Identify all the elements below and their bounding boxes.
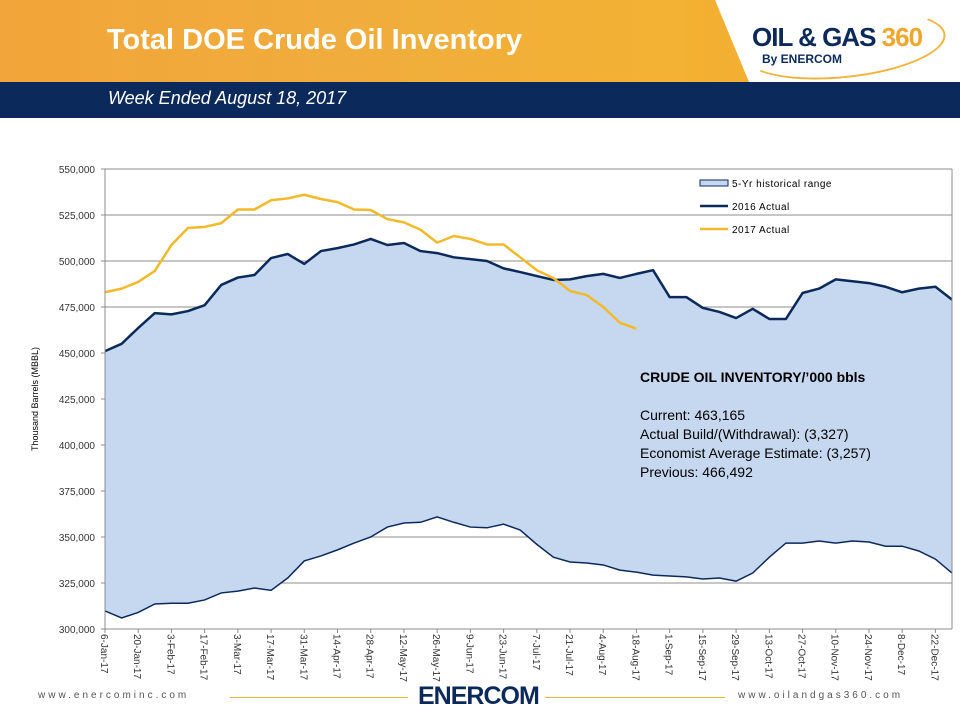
y-tick-label: 450,000: [59, 349, 96, 360]
y-tick-label: 300,000: [59, 625, 96, 636]
x-tick-label: 21-Jul-17: [563, 634, 574, 676]
x-tick-label: 26-May-17: [430, 634, 441, 682]
info-current: Current: 463,165: [640, 407, 746, 423]
y-tick-label: 375,000: [59, 487, 96, 498]
series-line-2017-actual: [104, 193, 637, 330]
x-tick-label: 18-Aug-17: [629, 634, 640, 681]
info-build: Actual Build/(Withdrawal): (3,327): [640, 426, 849, 442]
logo-subtext: By ENERCOM: [762, 52, 843, 66]
x-tick-label: 17-Mar-17: [264, 634, 275, 681]
legend-label: 2017 Actual: [732, 225, 790, 236]
x-tick-label: 27-Oct-17: [796, 634, 807, 679]
page-subtitle: Week Ended August 18, 2017: [108, 88, 347, 108]
x-tick-label: 14-Apr-17: [331, 634, 342, 679]
x-tick-label: 6-Jan-17: [98, 634, 109, 674]
historical-range-low-line: [104, 516, 953, 619]
x-tick-label: 4-Aug-17: [596, 634, 607, 676]
y-tick-label: 525,000: [59, 211, 96, 222]
x-tick-label: 22-Dec-17: [928, 634, 939, 681]
y-tick-label: 400,000: [59, 441, 96, 452]
x-tick-label: 7-Jul-17: [530, 634, 541, 671]
x-tick-label: 31-Mar-17: [297, 634, 308, 681]
x-tick-label: 20-Jan-17: [131, 634, 142, 679]
x-tick-label: 8-Dec-17: [895, 634, 906, 676]
x-tick-label: 13-Oct-17: [762, 634, 773, 679]
page-title: Total DOE Crude Oil Inventory: [107, 24, 523, 56]
y-axis-label: Thousand Barrels (MBBL): [30, 347, 40, 451]
x-tick-label: 10-Nov-17: [829, 634, 840, 681]
oil-gas-360-logo: OIL & GAS 360: [752, 22, 923, 52]
logo-area: [715, 0, 960, 82]
footer-divider-left: [230, 697, 408, 698]
x-tick-label: 24-Nov-17: [862, 634, 873, 681]
enercom-logo: ENERCOM: [418, 682, 540, 710]
inventory-info-box: CRUDE OIL INVENTORY/’000 bbls Current: 4…: [640, 368, 871, 482]
x-tick-label: 17-Feb-17: [198, 634, 209, 681]
oilandgas360-link[interactable]: www.oilandgas360.com: [738, 690, 904, 701]
historical-range-area: [105, 238, 952, 618]
legend-label: 5-Yr historical range: [732, 179, 832, 190]
x-tick-label: 29-Sep-17: [729, 634, 740, 681]
legend-label: 2016 Actual: [732, 202, 790, 213]
info-previous: Previous: 466,492: [640, 464, 753, 480]
legend-swatch-range: [699, 179, 729, 187]
y-tick-label: 325,000: [59, 579, 96, 590]
enercominc-link[interactable]: www.enercominc.com: [38, 690, 190, 701]
x-tick-label: 1-Sep-17: [663, 634, 674, 676]
y-tick-label: 475,000: [59, 303, 96, 314]
x-tick-label: 28-Apr-17: [364, 634, 375, 679]
x-tick-label: 3-Mar-17: [231, 634, 242, 675]
x-tick-label: 23-Jun-17: [497, 634, 508, 679]
footer-divider-right: [545, 697, 725, 698]
x-tick-label: 3-Feb-17: [164, 634, 175, 675]
y-tick-label: 500,000: [59, 257, 96, 268]
x-tick-label: 15-Sep-17: [696, 634, 707, 681]
subtitle-bar: [0, 82, 960, 118]
y-tick-label: 350,000: [59, 533, 96, 544]
y-tick-label: 550,000: [59, 165, 96, 176]
x-tick-label: 12-May-17: [397, 634, 408, 682]
x-tick-label: 9-Jun-17: [463, 634, 474, 674]
info-heading: CRUDE OIL INVENTORY/’000 bbls: [640, 369, 866, 385]
y-tick-label: 425,000: [59, 395, 96, 406]
series-line-2016-actual: [104, 237, 953, 353]
info-estimate: Economist Average Estimate: (3,257): [640, 445, 871, 461]
